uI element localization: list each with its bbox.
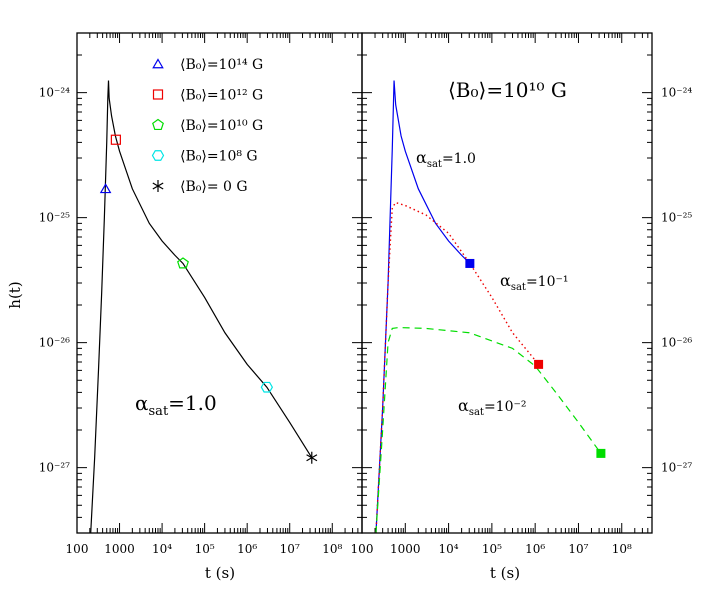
legend-item: ⟨B₀⟩=10¹⁰ G [152,118,263,134]
filled-square-marker [596,448,606,458]
x-tick-label: 10⁵ [195,542,215,556]
y-tick-label: 10⁻²⁵ [39,211,70,225]
legend-label: ⟨B₀⟩=10¹⁴ G [180,57,263,73]
data-point-marker [306,451,318,464]
y-tick-label: 10⁻²⁵ [661,211,692,225]
x-tick-label: 10⁵ [482,542,502,556]
left-panel: 100 1000 10⁴ 10⁵ 10⁶ 10⁷ 10⁸ 10⁻²⁷10⁻²⁶10⁻²⁵10… [6,32,363,582]
asterisk-stroke [306,454,318,462]
legend-symbol [152,58,164,69]
alpha-subscript: sat [469,407,484,418]
x-tick-label: 1000 [390,542,421,556]
data-point-marker [110,134,121,145]
y-tick-label: 10⁻²⁴ [661,86,692,100]
legend-item: ⟨B₀⟩=10¹⁴ G [152,57,263,73]
right-x-axis-label: t (s) [490,564,520,582]
square-marker [110,134,121,145]
triangle-marker [99,183,112,194]
data-point-marker [596,448,606,458]
alpha-value: =1.0 [168,391,217,415]
y-tick-label: 10⁻²⁶ [39,336,70,350]
triangle-marker [152,58,164,69]
x-tick-label: 100 [66,542,89,556]
x-tick-label: 10⁶ [237,542,257,556]
legend-label: ⟨B₀⟩=10¹² G [180,88,263,104]
data-point-marker [177,257,189,269]
hexagon-marker [151,150,165,161]
y-axis-label: h(t) [6,281,24,308]
data-point-marker [260,381,274,393]
left-markers [99,134,318,464]
alpha-subscript: sat [427,159,442,170]
pentagon-marker [177,257,189,269]
y-tick-label: 10⁻²⁴ [39,86,70,100]
y-tick-label: 10⁻²⁷ [39,461,70,475]
series-line [375,80,471,533]
left-y-tick-labels: 10⁻²⁷ 10⁻²⁶ 10⁻²⁵ 10⁻²⁴ [39,86,70,475]
legend-item: ⟨B₀⟩= 0 G [152,179,248,195]
right-panel: 100 1000 10⁴ 10⁵ 10⁶ 10⁷ 10⁸ 10⁻²⁷10⁻²⁶10⁻²⁵10… [351,32,692,582]
right-series [375,80,602,533]
pentagon-marker [152,118,164,131]
right-markers [465,258,606,458]
x-tick-label: 10⁸ [322,542,342,556]
alpha-symbol: α [500,271,511,290]
legend-label: ⟨B₀⟩=10⁸ G [180,149,258,165]
x-tick-label: 10⁷ [280,542,300,556]
right-alpha-annotation-2: αsat=10⁻¹ [500,271,568,293]
right-alpha-annotation-1: αsat=1.0 [416,148,476,170]
y-tick-label: 10⁻²⁷ [661,461,692,475]
right-panel-title: ⟨B₀⟩=10¹⁰ G [448,78,567,102]
legend-symbol [152,180,164,192]
legend-label: ⟨B₀⟩=10¹⁰ G [180,118,263,134]
alpha-symbol: α [135,391,149,415]
data-point-marker [465,258,475,268]
data-point-marker [534,359,544,369]
square-marker [152,89,164,100]
data-point-marker [99,183,112,194]
series-line [90,80,313,533]
left-series [90,80,313,533]
left-x-axis-label: t (s) [205,564,235,582]
legend-item: ⟨B₀⟩=10⁸ G [151,149,258,165]
alpha-subscript: sat [511,282,526,293]
left-x-tick-labels: 100 1000 10⁴ 10⁵ 10⁶ 10⁷ 10⁸ [66,542,343,556]
right-alpha-annotation-3: αsat=10⁻² [458,396,526,418]
left-alpha-annotation: αsat=1.0 [135,391,217,419]
x-tick-label: 10⁸ [612,542,632,556]
x-tick-label: 1000 [104,542,135,556]
right-x-tick-labels: 100 1000 10⁴ 10⁵ 10⁶ 10⁷ 10⁸ [351,542,632,556]
x-tick-label: 10⁴ [439,542,459,556]
alpha-symbol: α [458,396,469,415]
legend-symbol [152,89,164,100]
legend-symbol [151,150,165,161]
legend-item: ⟨B₀⟩=10¹² G [152,88,263,104]
legend-label: ⟨B₀⟩= 0 G [180,179,248,195]
x-tick-label: 10⁷ [568,542,588,556]
right-plot-frame [361,32,653,534]
alpha-symbol: α [416,148,427,167]
filled-square-marker [534,359,544,369]
left-legend: ⟨B₀⟩=10¹⁴ G ⟨B₀⟩=10¹² G ⟨B₀⟩=10¹⁰ G ⟨B₀⟩=10… [151,57,263,195]
y-tick-label: 10⁻²⁶ [661,336,692,350]
alpha-subscript: sat [149,404,169,419]
x-tick-label: 100 [351,542,374,556]
filled-square-marker [465,258,475,268]
series-line [375,201,540,533]
right-y-tick-labels: 10⁻²⁷ 10⁻²⁶ 10⁻²⁵ 10⁻²⁴ [661,86,692,475]
legend-symbol [152,118,164,131]
series-line [375,326,602,533]
x-tick-label: 10⁶ [525,542,545,556]
asterisk-stroke [152,182,164,190]
alpha-value: =10⁻² [484,399,527,415]
hexagon-marker [260,381,274,393]
alpha-value: =1.0 [442,151,476,167]
x-tick-label: 10⁴ [152,542,172,556]
alpha-value: =10⁻¹ [526,274,569,290]
